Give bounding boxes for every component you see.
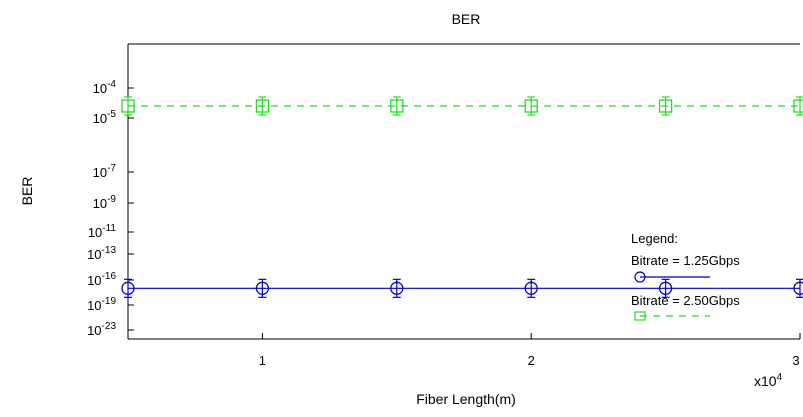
- x-axis-ticks: 1 2 3: [259, 333, 801, 368]
- data-point-circle: [658, 281, 673, 295]
- data-point-circle: [121, 281, 135, 295]
- y-axis-ticks: 10-4 10-5 10-7 10-9 10-11 10-13 10-16 10-19 10-2…: [87, 79, 134, 338]
- series-1: [121, 278, 803, 298]
- x-tick-label: 3: [792, 353, 799, 368]
- y-axis-label: BER: [19, 177, 35, 206]
- series-layer: [121, 96, 803, 298]
- data-point-square: [524, 99, 538, 113]
- legend-marker-circle: [634, 271, 646, 283]
- legend-title: Legend:: [631, 231, 678, 246]
- x-tick-label: 1: [259, 353, 266, 368]
- data-point-square: [255, 99, 270, 113]
- y-tick-label: 10-5: [93, 109, 117, 126]
- data-point-square: [658, 99, 673, 113]
- series-2: [121, 96, 803, 116]
- data-point-circle: [255, 281, 270, 295]
- legend: Legend: Bitrate = 1.25Gbps Bitrate = 2.50…: [631, 231, 740, 321]
- data-point-circle: [793, 281, 803, 295]
- y-tick-label: 10-11: [88, 223, 117, 240]
- data-point-square: [390, 99, 404, 113]
- data-point-circle: [524, 281, 538, 295]
- data-point-square: [793, 99, 803, 113]
- y-tick-label: 10-16: [87, 271, 116, 288]
- x-axis-multiplier: x104: [754, 372, 783, 389]
- x-tick-label: 2: [528, 353, 535, 368]
- y-tick-label: 10-19: [87, 296, 116, 313]
- y-tick-label: 10-9: [93, 194, 117, 211]
- y-tick-label: 10-13: [87, 245, 116, 262]
- data-point-circle: [390, 281, 404, 295]
- y-tick-label: 10-4: [93, 79, 117, 96]
- y-tick-label: 10-7: [93, 163, 117, 180]
- legend-marker-square: [634, 311, 646, 321]
- legend-label: Bitrate = 2.50Gbps: [631, 293, 740, 308]
- data-point-square: [121, 99, 135, 113]
- legend-label: Bitrate = 1.25Gbps: [631, 253, 740, 268]
- x-multiplier-base: x10: [754, 373, 777, 389]
- x-multiplier-exp: 4: [777, 372, 783, 383]
- y-tick-label: 10-23: [87, 321, 116, 338]
- chart-title: BER: [452, 11, 481, 27]
- x-axis-label: Fiber Length(m): [416, 391, 516, 407]
